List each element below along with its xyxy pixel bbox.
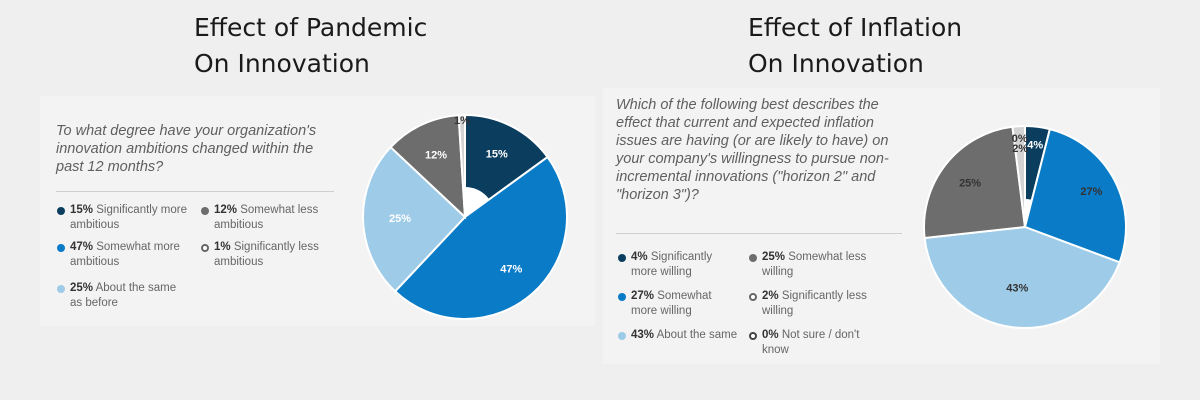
pie-slice-label: 2% bbox=[1012, 143, 1028, 155]
pie-slice bbox=[923, 225, 1121, 329]
pie-slice bbox=[393, 155, 568, 320]
legend-value: 15% bbox=[70, 204, 94, 216]
inflation-donut-chart: 4% 27% 43% 25% 2%0% bbox=[923, 124, 1127, 329]
pie-slice bbox=[464, 113, 549, 219]
legend-label: Somewhat more ambitious bbox=[70, 241, 180, 268]
pie-slice-label: 0% bbox=[1012, 133, 1028, 145]
legend-value: 1% bbox=[214, 241, 231, 253]
legend-value: 25% bbox=[762, 251, 786, 263]
legend-value: 47% bbox=[70, 241, 94, 253]
legend-dot-icon bbox=[618, 332, 626, 340]
pandemic-divider bbox=[56, 191, 334, 192]
legend-dot-icon bbox=[749, 332, 757, 340]
pie-slice bbox=[1023, 127, 1127, 264]
pie-slice bbox=[389, 114, 467, 220]
pandemic-legend-item-4: 1% Significantly less ambitious bbox=[201, 240, 326, 270]
legend-label: Significantly less willing bbox=[762, 290, 867, 317]
pie-slice-label: 25% bbox=[389, 213, 411, 225]
legend-dot-icon bbox=[618, 254, 626, 262]
inflation-legend-item-3: 25% Somewhat less willing bbox=[749, 250, 874, 280]
inflation-legend-item-4: 2% Significantly less willing bbox=[749, 289, 874, 319]
pandemic-donut-chart: 15% 47% 25% 12% 1% bbox=[362, 113, 568, 320]
legend-label: Somewhat less ambitious bbox=[214, 204, 319, 231]
legend-dot-icon bbox=[618, 293, 626, 301]
pie-slice-label: 1% bbox=[454, 115, 470, 127]
pie-slice bbox=[923, 125, 1027, 240]
legend-label: Somewhat more willing bbox=[631, 290, 712, 317]
legend-dot-icon bbox=[201, 244, 209, 252]
pandemic-legend-item-0: 15% Significantly more ambitious bbox=[57, 203, 187, 233]
legend-label: Somewhat less willing bbox=[762, 251, 867, 278]
inflation-title-line1: Effect of Inflation bbox=[748, 13, 963, 42]
legend-dot-icon bbox=[749, 293, 757, 301]
legend-dot-icon bbox=[57, 244, 65, 252]
legend-label: Significantly more ambitious bbox=[70, 204, 187, 231]
pie-slice bbox=[362, 145, 467, 293]
pie-slice-label: 12% bbox=[425, 149, 447, 161]
inflation-legend-item-0: 4% Significantly more willing bbox=[618, 250, 740, 280]
pie-slice-label: 15% bbox=[486, 149, 508, 161]
pandemic-chart-title: Effect of Pandemic On Innovation bbox=[194, 10, 427, 82]
legend-label: Significantly less ambitious bbox=[214, 241, 319, 268]
pandemic-legend-item-3: 12% Somewhat less ambitious bbox=[201, 203, 326, 233]
legend-value: 27% bbox=[631, 290, 655, 302]
legend-value: 2% bbox=[762, 290, 779, 302]
legend-label: Not sure / don't know bbox=[762, 329, 860, 356]
pie-slice-label: 43% bbox=[1006, 282, 1028, 294]
legend-dot-icon bbox=[749, 254, 757, 262]
legend-value: 0% bbox=[762, 329, 779, 341]
inflation-question: Which of the following best describes th… bbox=[616, 97, 889, 203]
legend-value: 43% bbox=[631, 329, 655, 341]
legend-dot-icon bbox=[201, 207, 209, 215]
pandemic-legend-item-1: 47% Somewhat more ambitious bbox=[57, 240, 187, 270]
pandemic-question: To what degree have your organization's … bbox=[56, 123, 317, 175]
pie-slice-label: 47% bbox=[500, 263, 522, 275]
legend-dot-icon bbox=[57, 285, 65, 293]
pandemic-legend-item-2: 25% About the same as before bbox=[57, 281, 187, 311]
legend-label: About the same as before bbox=[70, 282, 177, 309]
inflation-legend-item-1: 27% Somewhat more willing bbox=[618, 289, 740, 319]
pandemic-title-line2: On Innovation bbox=[194, 49, 370, 78]
pie-slice-label: 27% bbox=[1080, 186, 1102, 198]
legend-value: 4% bbox=[631, 251, 648, 263]
inflation-legend-item-5: 0% Not sure / don't know bbox=[749, 328, 874, 358]
inflation-legend-item-2: 43% About the same bbox=[618, 328, 740, 343]
pie-slice-label: 4% bbox=[1027, 140, 1043, 152]
inflation-title-line2: On Innovation bbox=[748, 49, 924, 78]
legend-value: 25% bbox=[70, 282, 94, 294]
legend-label: About the same bbox=[654, 329, 738, 341]
pie-slice-label: 25% bbox=[959, 178, 981, 190]
pandemic-title-line1: Effect of Pandemic bbox=[194, 13, 428, 42]
pie-slice bbox=[1011, 124, 1026, 228]
pie-slice bbox=[457, 113, 466, 218]
legend-label: Significantly more willing bbox=[631, 251, 713, 278]
legend-dot-icon bbox=[57, 207, 65, 215]
legend-value: 12% bbox=[214, 204, 238, 216]
inflation-chart-title: Effect of Inflation On Innovation bbox=[748, 10, 962, 82]
inflation-divider bbox=[616, 233, 902, 234]
